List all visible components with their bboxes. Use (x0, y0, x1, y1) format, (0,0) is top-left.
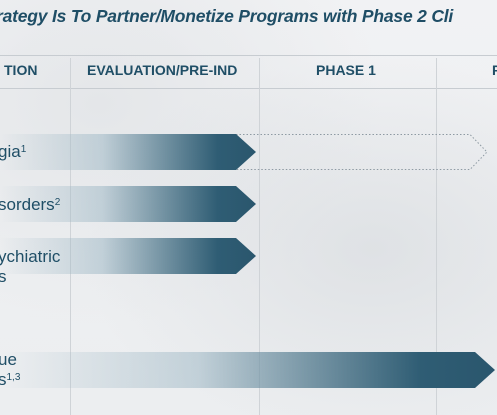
column-divider-1 (70, 58, 71, 415)
page-title: rategy Is To Partner/Monetize Programs w… (0, 6, 454, 26)
planned-phase-arrow (236, 134, 488, 170)
progress-arrow-row-4 (0, 352, 495, 388)
progress-arrow-row-3 (0, 238, 256, 274)
progress-arrow-row-2 (0, 186, 256, 222)
row-label-1: gia1 (0, 142, 27, 161)
row-label-3: ychiatric s (0, 247, 61, 286)
row-label-4: ue s1,3 (0, 350, 21, 389)
row-label-2: sorders2 (0, 195, 61, 214)
column-divider-3 (436, 58, 437, 415)
column-header-evaluation: EVALUATION/PRE-IND (87, 62, 238, 78)
column-header-indication: TION (4, 62, 38, 78)
column-header-phase-2: P (492, 62, 497, 78)
progress-arrow-row-1 (0, 134, 256, 170)
column-header-phase-1: PHASE 1 (316, 62, 376, 78)
column-divider-2 (259, 58, 260, 415)
header-bottom-rule (0, 88, 497, 89)
header-top-rule (0, 55, 497, 56)
